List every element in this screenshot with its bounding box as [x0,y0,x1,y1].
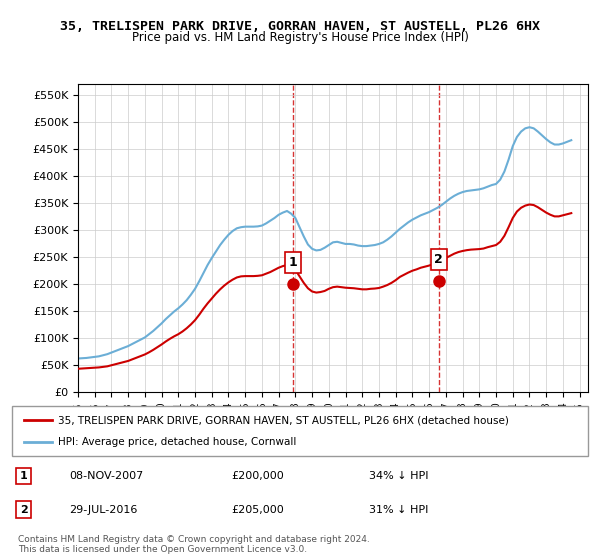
Text: 08-NOV-2007: 08-NOV-2007 [70,471,144,481]
Text: 2: 2 [20,505,28,515]
Text: 35, TRELISPEN PARK DRIVE, GORRAN HAVEN, ST AUSTELL, PL26 6HX: 35, TRELISPEN PARK DRIVE, GORRAN HAVEN, … [60,20,540,32]
Text: 1: 1 [20,471,28,481]
Text: 35, TRELISPEN PARK DRIVE, GORRAN HAVEN, ST AUSTELL, PL26 6HX (detached house): 35, TRELISPEN PARK DRIVE, GORRAN HAVEN, … [58,415,509,425]
Text: 1: 1 [289,256,298,269]
Text: 29-JUL-2016: 29-JUL-2016 [70,505,138,515]
Text: 34% ↓ HPI: 34% ↓ HPI [369,471,428,481]
Text: £205,000: £205,000 [231,505,284,515]
Text: 31% ↓ HPI: 31% ↓ HPI [369,505,428,515]
Text: Price paid vs. HM Land Registry's House Price Index (HPI): Price paid vs. HM Land Registry's House … [131,31,469,44]
Text: Contains HM Land Registry data © Crown copyright and database right 2024.
This d: Contains HM Land Registry data © Crown c… [18,535,370,554]
Text: £200,000: £200,000 [231,471,284,481]
FancyBboxPatch shape [12,406,588,456]
Text: HPI: Average price, detached house, Cornwall: HPI: Average price, detached house, Corn… [58,437,296,447]
Text: 2: 2 [434,253,443,266]
